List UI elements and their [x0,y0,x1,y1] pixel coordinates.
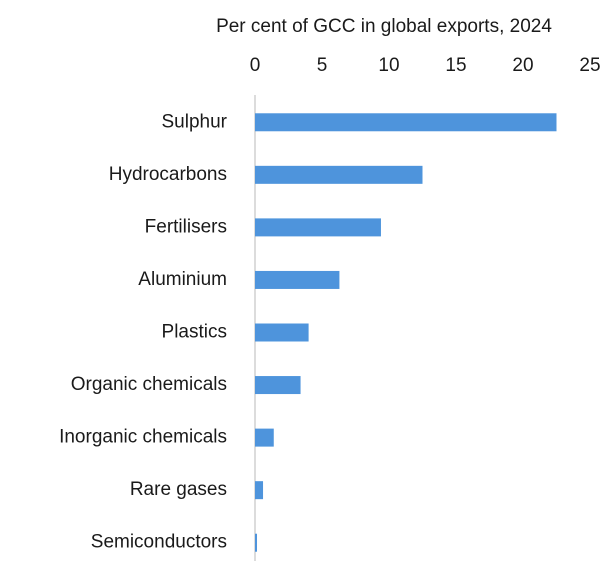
y-tick-label: Organic chemicals [71,374,227,395]
x-tick-label: 10 [378,55,399,76]
bar [255,533,258,552]
y-tick-label: Plastics [162,322,227,343]
bar [255,323,309,342]
bar [255,165,423,184]
x-tick-label: 0 [250,55,261,76]
bar [255,270,340,289]
chart-title: Per cent of GCC in global exports, 2024 [216,16,552,37]
y-tick-label: Fertilisers [145,216,227,237]
bar [255,376,301,395]
x-tick-label: 20 [512,55,533,76]
y-tick-label: Semiconductors [91,532,227,553]
y-tick-label: Inorganic chemicals [59,427,227,448]
bar [255,218,381,237]
y-tick-label: Rare gases [130,479,227,500]
y-tick-label: Sulphur [162,111,228,132]
bar [255,113,557,132]
x-tick-label: 15 [445,55,466,76]
x-tick-label: 25 [579,55,600,76]
x-tick-label: 5 [317,55,328,76]
y-tick-label: Aluminium [138,269,227,290]
bar [255,481,264,500]
y-tick-label: Hydrocarbons [109,164,227,185]
bar [255,428,274,447]
